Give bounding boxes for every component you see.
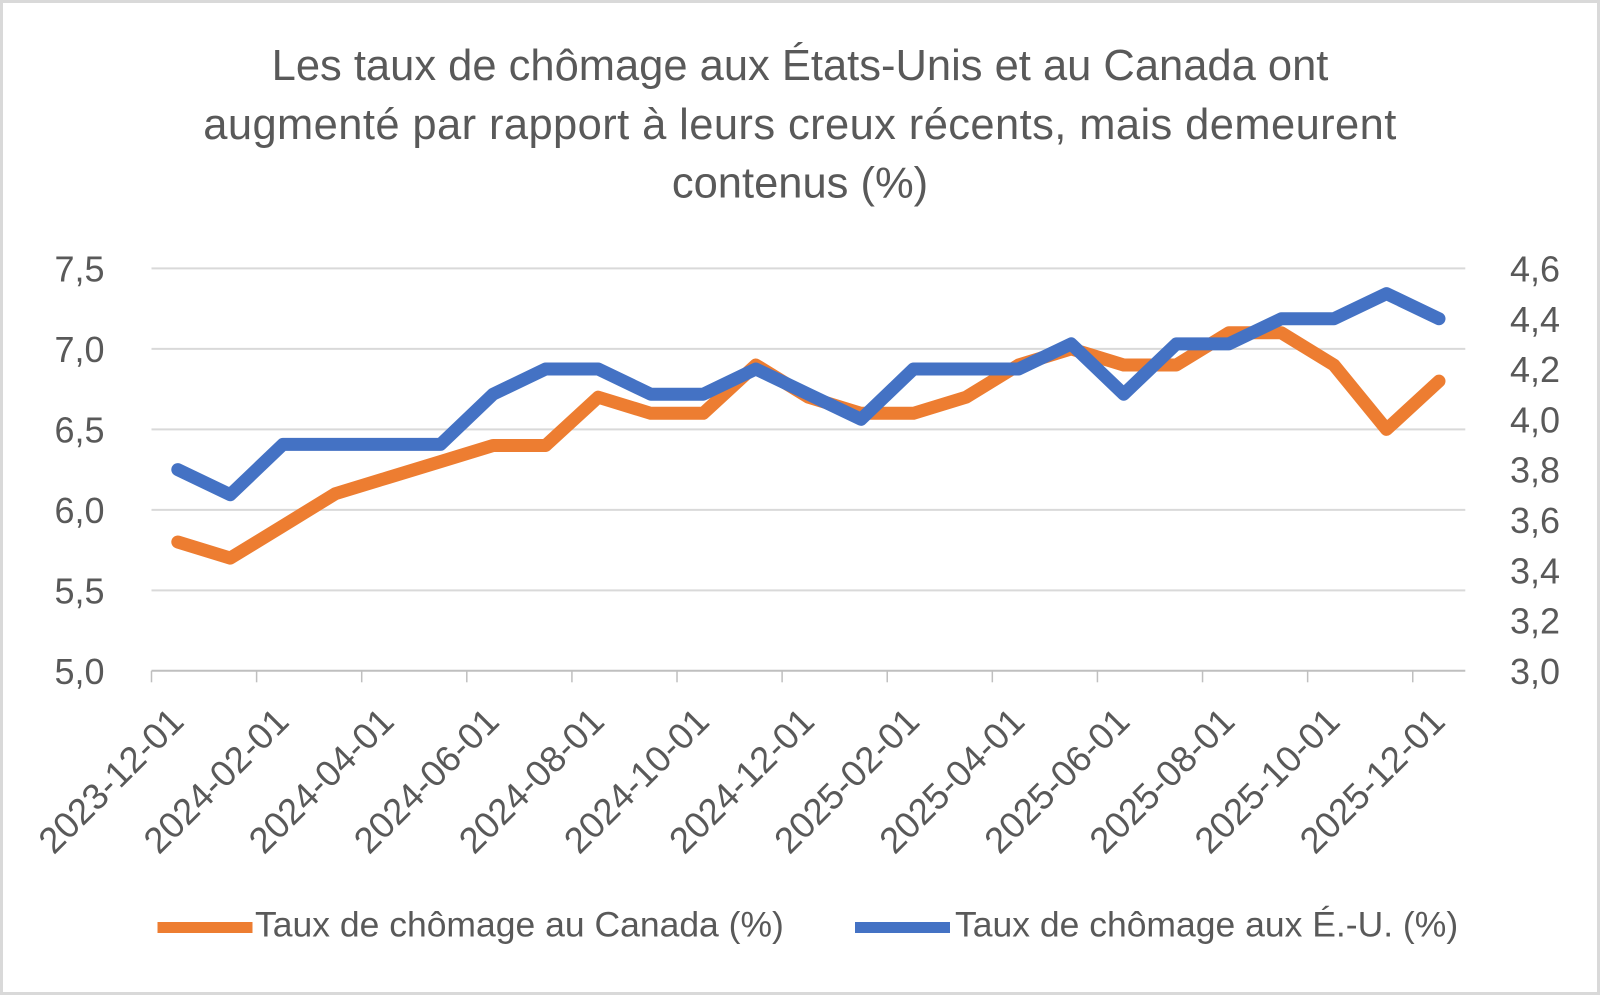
svg-text:3,2: 3,2	[1510, 601, 1560, 642]
svg-text:3,4: 3,4	[1510, 550, 1560, 591]
svg-text:4,2: 4,2	[1510, 349, 1560, 390]
svg-text:5,0: 5,0	[54, 651, 104, 692]
svg-text:3,6: 3,6	[1510, 500, 1560, 541]
svg-text:4,0: 4,0	[1510, 399, 1560, 440]
svg-text:6,0: 6,0	[54, 490, 104, 531]
svg-text:augmenté par rapport à leurs c: augmenté par rapport à leurs creux récen…	[203, 101, 1396, 149]
svg-text:7,5: 7,5	[54, 249, 104, 290]
svg-text:Taux de chômage aux É.-U. (%): Taux de chômage aux É.-U. (%)	[955, 905, 1458, 945]
svg-text:4,4: 4,4	[1510, 299, 1560, 340]
svg-text:3,0: 3,0	[1510, 651, 1560, 692]
svg-text:3,8: 3,8	[1510, 450, 1560, 491]
svg-text:5,5: 5,5	[54, 570, 104, 611]
svg-text:contenus (%): contenus (%)	[672, 160, 928, 208]
svg-text:4,6: 4,6	[1510, 249, 1560, 290]
svg-text:6,5: 6,5	[54, 410, 104, 451]
svg-text:Taux de chômage au Canada (%): Taux de chômage au Canada (%)	[255, 905, 784, 945]
svg-text:Les taux de chômage aux États-: Les taux de chômage aux États-Unis et au…	[272, 41, 1329, 90]
svg-text:7,0: 7,0	[54, 329, 104, 370]
